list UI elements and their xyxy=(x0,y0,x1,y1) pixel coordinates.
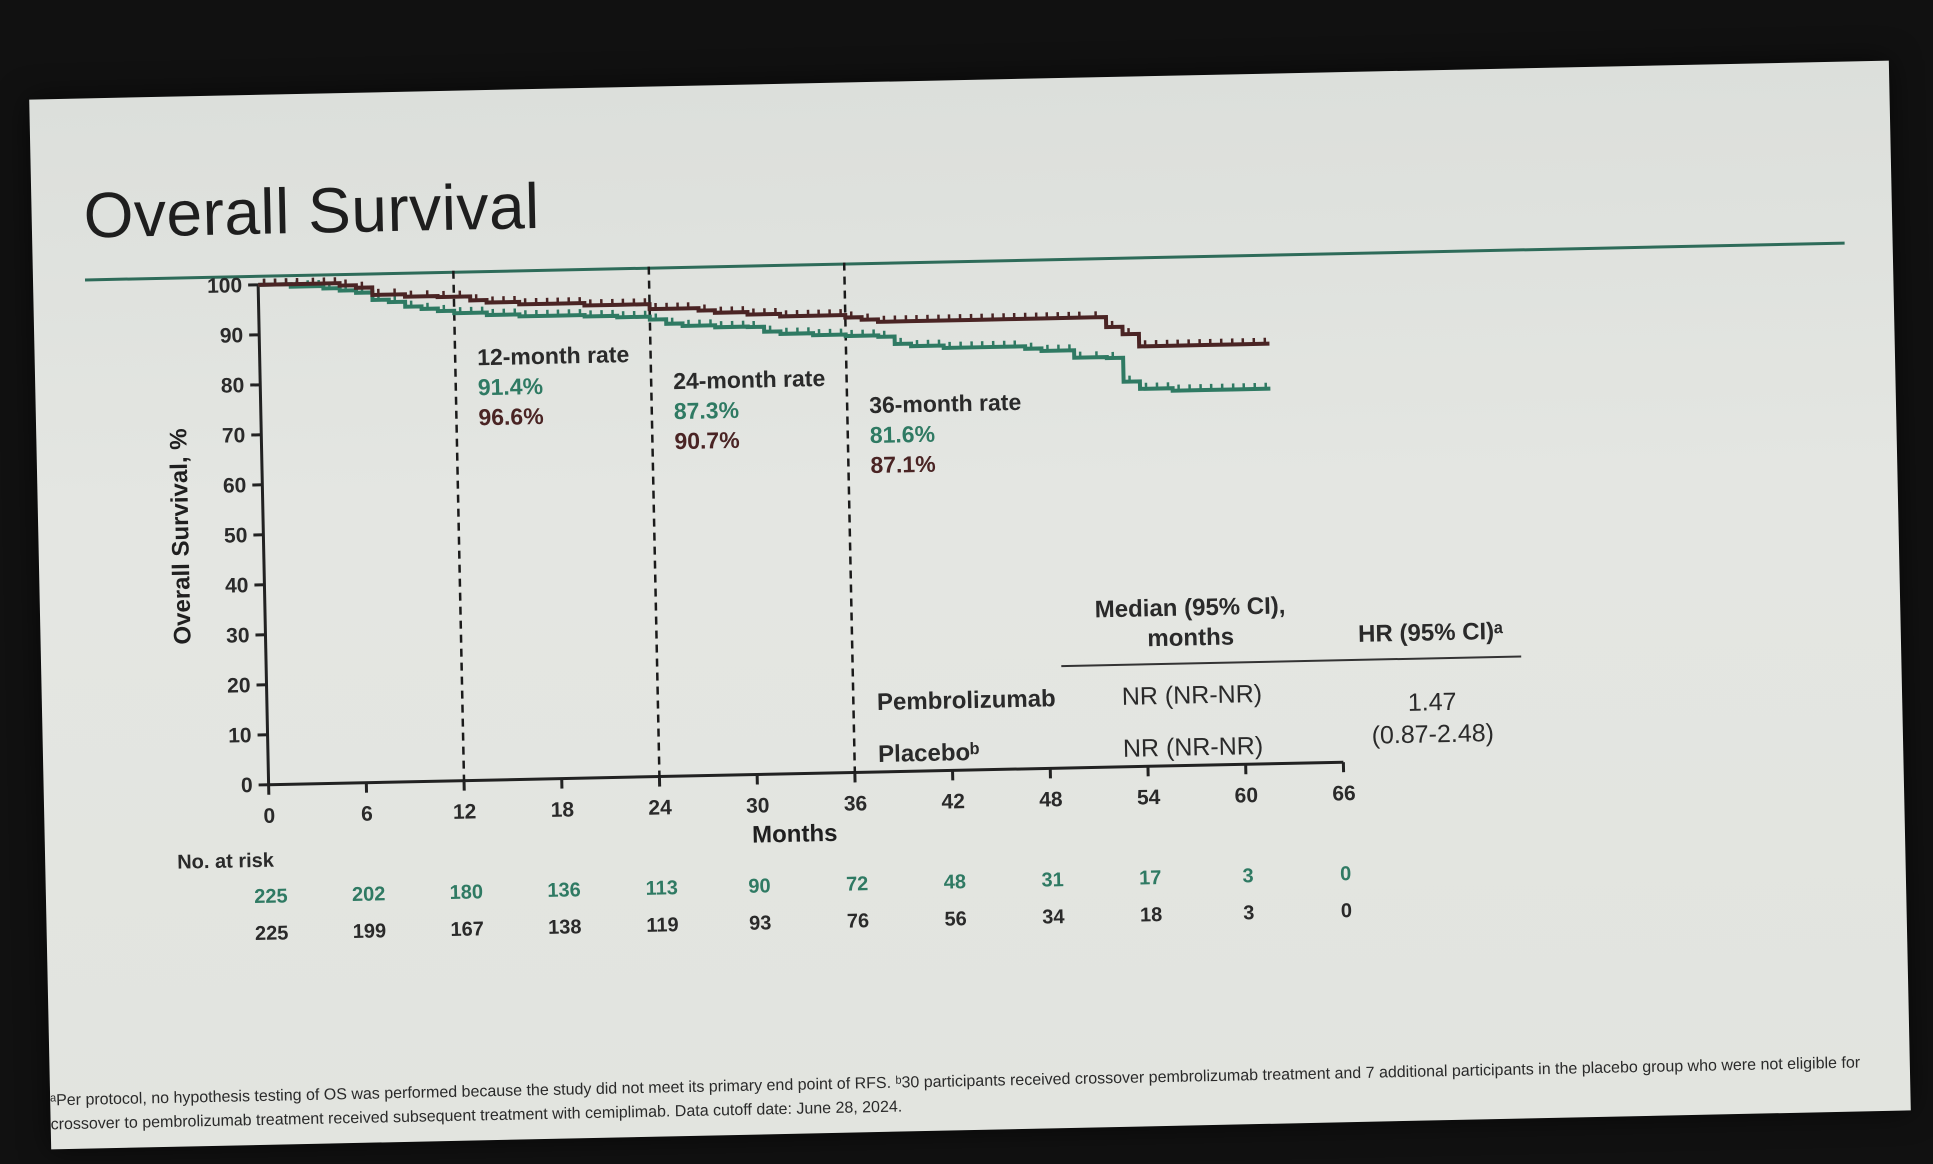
landmark-rate-placebo: 90.7% xyxy=(674,427,740,454)
x-tick-label: 6 xyxy=(361,803,373,826)
survival-curves xyxy=(258,277,1271,393)
arm-name: Pembrolizumab xyxy=(877,685,1056,716)
y-tick-label: 50 xyxy=(224,524,248,547)
x-tick-label: 0 xyxy=(263,805,275,828)
y-tick-label: 0 xyxy=(241,774,253,797)
projected-slide: Overall Survival 0 6 12 18 24 30 36 42 48 54 60 66 0… xyxy=(29,60,1911,1150)
x-tick-label: 66 xyxy=(1332,782,1356,805)
arm-name: Placeboᵇ xyxy=(878,739,980,768)
y-tick-label: 10 xyxy=(228,724,252,747)
risk-count-placebo: 93 xyxy=(749,912,772,934)
risk-count-pembrolizumab: 136 xyxy=(547,879,581,902)
risk-count-placebo: 167 xyxy=(450,918,484,941)
risk-count-pembrolizumab: 90 xyxy=(748,875,771,897)
risk-count-pembrolizumab: 3 xyxy=(1242,865,1254,887)
x-tick-label: 42 xyxy=(941,790,965,813)
landmark-label: 36-month rate xyxy=(869,389,1022,418)
landmark-line xyxy=(842,262,857,773)
median-header: Median (95% CI), xyxy=(1094,592,1285,623)
y-tick-label: 60 xyxy=(223,474,247,497)
risk-count-placebo: 18 xyxy=(1140,904,1163,926)
y-tick-label: 90 xyxy=(220,324,244,347)
risk-count-pembrolizumab: 17 xyxy=(1139,867,1162,889)
risk-count-placebo: 0 xyxy=(1341,900,1353,922)
landmark-rate-pembrolizumab: 91.4% xyxy=(478,373,544,400)
risk-count-pembrolizumab: 225 xyxy=(254,885,288,908)
risk-table: No. at risk22522520219918016713613811311… xyxy=(177,850,1353,945)
landmark-rate-pembrolizumab: 81.6% xyxy=(870,421,936,448)
y-tick-label: 30 xyxy=(226,624,250,647)
arm-median: NR (NR-NR) xyxy=(1123,732,1264,763)
y-tick-label: 80 xyxy=(221,374,245,397)
x-axis-title: Months xyxy=(752,820,838,849)
median-header-unit: months xyxy=(1147,623,1234,652)
arm-median: NR (NR-NR) xyxy=(1122,680,1263,711)
risk-count-pembrolizumab: 113 xyxy=(645,877,678,900)
x-tick-label: 24 xyxy=(648,796,672,819)
x-tick-label: 48 xyxy=(1039,788,1063,811)
x-axis-line xyxy=(268,760,1344,787)
y-tick-label: 100 xyxy=(207,274,243,298)
hr-header: HR (95% CI)ᵃ xyxy=(1358,618,1504,648)
y-tick-label: 40 xyxy=(225,574,249,597)
risk-count-pembrolizumab: 48 xyxy=(944,871,967,893)
y-tick-label: 70 xyxy=(222,424,246,447)
x-tick-label: 30 xyxy=(746,794,770,817)
landmark-line xyxy=(452,270,466,781)
risk-count-placebo: 225 xyxy=(255,922,289,945)
risk-count-pembrolizumab: 0 xyxy=(1340,863,1352,885)
landmark-line xyxy=(647,266,661,777)
summary-table: Median (95% CI),months HR (95% CI)ᵃ Pembro… xyxy=(877,592,1522,768)
y-axis-title: Overall Survival, % xyxy=(165,428,197,645)
hr-value: 1.47 xyxy=(1408,688,1457,717)
x-tick-label: 36 xyxy=(844,792,868,815)
risk-table-label: No. at risk xyxy=(177,850,275,874)
risk-count-pembrolizumab: 31 xyxy=(1041,869,1064,891)
landmark-rate-placebo: 87.1% xyxy=(870,451,936,478)
risk-count-placebo: 34 xyxy=(1042,906,1066,928)
rate-annotations: 12-month rate 91.4% 96.6% 24-month rate 87.3… xyxy=(452,262,1022,781)
risk-count-pembrolizumab: 202 xyxy=(352,883,386,906)
y-tick-label: 20 xyxy=(227,674,251,697)
hr-ci: (0.87-2.48) xyxy=(1371,719,1494,750)
x-tick-label: 18 xyxy=(550,798,574,821)
risk-count-placebo: 199 xyxy=(353,920,387,943)
risk-count-placebo: 119 xyxy=(646,914,679,937)
landmark-label: 24-month rate xyxy=(673,365,826,394)
risk-count-placebo: 56 xyxy=(944,908,967,930)
risk-count-placebo: 138 xyxy=(548,916,582,939)
x-tick-label: 54 xyxy=(1137,786,1161,809)
table-rule xyxy=(1061,655,1522,668)
landmark-rate-pembrolizumab: 87.3% xyxy=(674,397,740,424)
risk-count-placebo: 76 xyxy=(847,910,870,932)
axes: 0 6 12 18 24 30 36 42 48 54 60 66 0 10 20 30 40 50 60 70 80 9… xyxy=(165,274,1356,849)
landmark-rate-placebo: 96.6% xyxy=(478,403,544,430)
landmark-label: 12-month rate xyxy=(477,341,630,370)
risk-count-placebo: 3 xyxy=(1243,902,1255,924)
risk-count-pembrolizumab: 180 xyxy=(449,881,483,904)
survival-chart: 0 6 12 18 24 30 36 42 48 54 60 66010203040506070809… xyxy=(165,262,1522,945)
risk-count-pembrolizumab: 72 xyxy=(846,873,869,895)
x-tick-label: 60 xyxy=(1234,784,1258,807)
survival-curve-placebo xyxy=(258,281,1270,349)
x-tick-label: 12 xyxy=(453,800,477,823)
